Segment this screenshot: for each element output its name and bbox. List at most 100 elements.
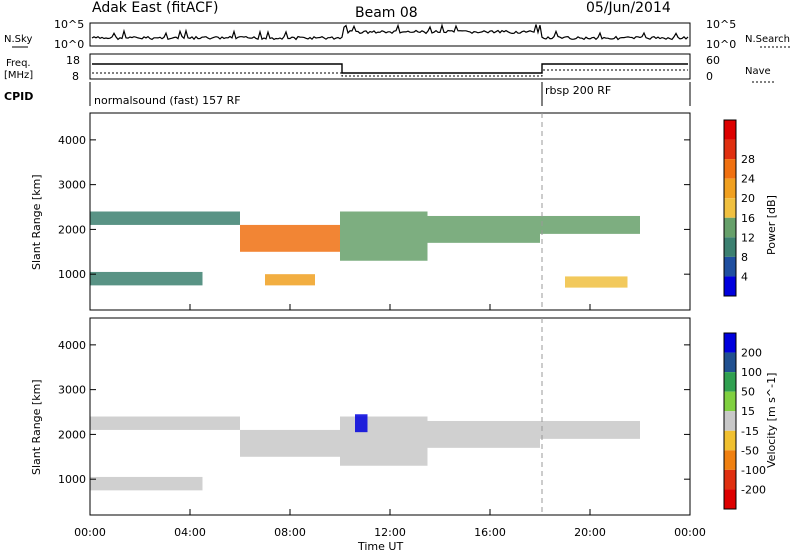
- freq-panel: [89, 53, 691, 80]
- echo-band: [540, 420, 640, 439]
- nsky-label: N.Sky: [4, 34, 32, 45]
- colorbar-swatch: [724, 198, 736, 218]
- freq-line: [92, 63, 688, 74]
- power-ylabel: Slant Range [km]: [30, 174, 43, 270]
- colorbar-swatch: [724, 372, 736, 392]
- x-tick-label: 08:00: [274, 526, 306, 539]
- nsearch-hi-label: 10^5: [706, 18, 736, 31]
- colorbar-swatch: [724, 352, 736, 373]
- freq-label: Freq.: [6, 58, 31, 69]
- nsearch-lo-label: 10^0: [706, 38, 736, 51]
- colorbar-tick-label: -50: [741, 444, 759, 457]
- cpid-label: CPID: [4, 90, 33, 103]
- colorbar-swatch: [724, 237, 736, 257]
- x-tick-label: 04:00: [174, 526, 206, 539]
- echo-band: [427, 215, 540, 243]
- colorbar-tick-label: 28: [741, 153, 755, 166]
- echo-band: [90, 271, 203, 286]
- nave-label: Nave: [745, 66, 771, 77]
- echo-band: [340, 211, 428, 261]
- colorbar-swatch: [724, 450, 736, 470]
- colorbar-tick-label: -15: [741, 425, 759, 438]
- colorbar-swatch: [724, 120, 736, 140]
- y-tick-label: 1000: [58, 268, 86, 281]
- freq-lo-label: 8: [72, 70, 79, 83]
- colorbar-swatch: [724, 178, 736, 199]
- power-panel: 1000 2000 3000 4000 Slant Range [km]: [30, 112, 691, 311]
- colorbar-tick-label: 15: [741, 405, 755, 418]
- colorbar-swatch: [724, 276, 736, 296]
- echo-band: [265, 274, 315, 286]
- y-tick-label: 3000: [58, 179, 86, 192]
- colorbar-tick-label: -200: [741, 483, 766, 496]
- colorbar-tick-label: 16: [741, 212, 755, 225]
- colorbar-swatch: [724, 430, 736, 451]
- colorbar-tick-label: 200: [741, 347, 762, 360]
- echo-band: [90, 476, 203, 491]
- velocity-colorbar-label-text: Velocity [m s^-1]: [765, 373, 778, 468]
- y-tick-label: 3000: [58, 384, 86, 397]
- nave-line: [92, 69, 688, 77]
- x-tick-label: 20:00: [574, 526, 606, 539]
- freq-hi-label: 18: [66, 54, 80, 67]
- colorbar-tick-label: 20: [741, 192, 755, 205]
- colorbar-swatch: [724, 217, 736, 238]
- colorbar-swatch: [724, 139, 736, 160]
- y-tick-label: 1000: [58, 473, 86, 486]
- velocity-colorbar: 200 100 50 15 -15 -50 -100 -200: [723, 332, 766, 510]
- echo-band: [340, 416, 428, 466]
- colorbar-swatch: [724, 333, 736, 353]
- station-title: Adak East (fitACF): [92, 0, 218, 16]
- echo-band: [90, 416, 240, 430]
- y-tick-label: 2000: [58, 223, 86, 236]
- colorbar-swatch: [724, 489, 736, 509]
- time-axis-label: Time UT: [357, 540, 403, 553]
- nsky-hi-label: 10^5: [54, 18, 84, 31]
- echo-band: [355, 414, 368, 433]
- y-tick-label: 4000: [58, 134, 86, 147]
- beam-title: Beam 08: [355, 5, 418, 21]
- colorbar-tick-label: 4: [741, 270, 748, 283]
- colorbar-swatch: [724, 391, 736, 412]
- power-colorbar: 4 8 12 16 20 24 28: [723, 119, 755, 297]
- colorbar-tick-label: 50: [741, 386, 755, 399]
- x-tick-label: 00:00: [674, 526, 706, 539]
- echo-band: [565, 276, 628, 288]
- echo-band: [540, 215, 640, 234]
- x-tick-label: 00:00: [74, 526, 106, 539]
- colorbar-swatch: [724, 159, 736, 179]
- echo-band: [90, 211, 240, 225]
- y-tick-label: 2000: [58, 428, 86, 441]
- x-tick-label: 12:00: [374, 526, 406, 539]
- velocity-panel: 1000 2000 3000 4000 Slant Range [km]: [30, 317, 691, 516]
- colorbar-tick-label: 8: [741, 251, 748, 264]
- nave-lo-label: 0: [706, 70, 713, 83]
- colorbar-swatch: [724, 469, 736, 490]
- velocity-colorbar-label: Velocity [m s^-1]: [765, 373, 778, 468]
- echo-band: [240, 429, 340, 457]
- power-colorbar-label: Power [dB]: [765, 195, 778, 255]
- colorbar-tick-label: 24: [741, 173, 755, 186]
- nsearch-label: N.Search: [745, 34, 790, 45]
- colorbar-swatch: [724, 256, 736, 277]
- freq-unit-label: [MHz]: [4, 70, 33, 81]
- nsky-lo-label: 10^0: [54, 38, 84, 51]
- nsky-panel: [89, 22, 691, 47]
- echo-band: [427, 420, 540, 448]
- colorbar-swatch: [724, 411, 736, 431]
- echo-band: [240, 224, 340, 252]
- x-tick-label: 16:00: [474, 526, 506, 539]
- colorbar-tick-label: 100: [741, 366, 762, 379]
- y-tick-label: 4000: [58, 339, 86, 352]
- colorbar-tick-label: 12: [741, 231, 755, 244]
- velocity-ylabel: Slant Range [km]: [30, 379, 43, 475]
- nave-hi-label: 60: [706, 54, 720, 67]
- cpid-normalsound: normalsound (fast) 157 RF: [94, 94, 241, 107]
- cpid-panel: [89, 82, 691, 106]
- date-title: 05/Jun/2014: [586, 0, 671, 16]
- nsky-noise-line: [91, 23, 689, 41]
- colorbar-tick-label: -100: [741, 464, 766, 477]
- time-axis: 00:00 04:00 08:00 12:00 16:00 20:00 00:00: [74, 304, 706, 539]
